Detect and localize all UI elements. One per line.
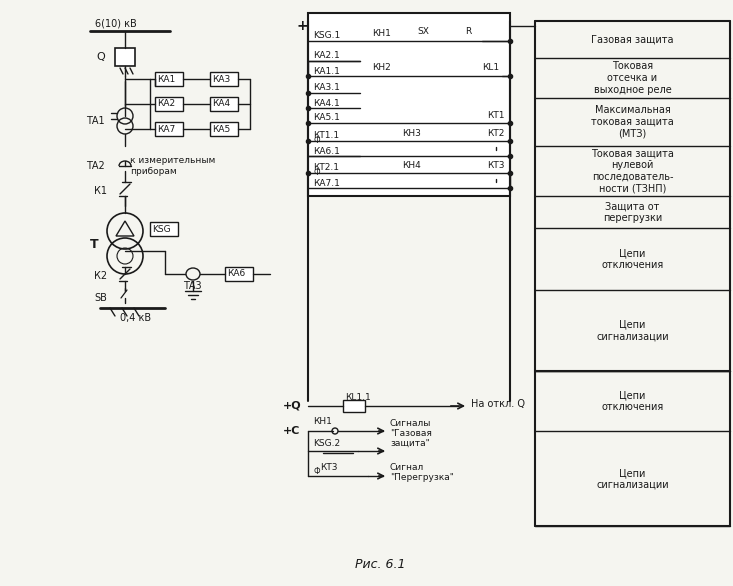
Text: ТА2: ТА2 (86, 161, 105, 171)
Bar (150, 222, 178, 236)
Text: R: R (465, 26, 471, 36)
Text: КА3: КА3 (212, 74, 230, 83)
Text: КТ1.1: КТ1.1 (313, 131, 339, 141)
Text: Цепи
отключения: Цепи отключения (601, 248, 663, 270)
Bar (400, 135, 422, 147)
Text: КТ3: КТ3 (320, 464, 337, 472)
Text: КА1: КА1 (157, 74, 175, 83)
Text: Газовая защита: Газовая защита (592, 35, 674, 45)
Bar (460, 36, 482, 46)
Bar (480, 70, 502, 82)
Bar (343, 400, 365, 412)
Bar (225, 267, 253, 281)
Text: КА3.1: КА3.1 (313, 83, 340, 93)
Text: Q: Q (96, 52, 105, 62)
Text: "Газовая: "Газовая (390, 428, 432, 438)
Text: КА6: КА6 (227, 270, 246, 278)
Text: КН2: КН2 (372, 63, 391, 73)
Bar (370, 35, 392, 47)
Text: КА5.1: КА5.1 (313, 114, 340, 122)
Text: КН4: КН4 (402, 161, 421, 169)
Text: К1: К1 (94, 186, 107, 196)
Bar (210, 122, 238, 136)
Text: Рис. 6.1: Рис. 6.1 (355, 557, 405, 571)
Bar (485, 167, 507, 179)
Text: Токовая защита
нулевой
последователь-
ности (ТЗНП): Токовая защита нулевой последователь- но… (591, 149, 674, 193)
Text: Максимальная
токовая защита
(МТЗ): Максимальная токовая защита (МТЗ) (591, 105, 674, 139)
Text: Т: Т (90, 237, 99, 250)
Bar (115, 48, 135, 66)
Text: +: + (296, 19, 308, 33)
Bar (485, 135, 507, 147)
Text: +C: +C (283, 426, 301, 436)
Text: "Перегрузка": "Перегрузка" (390, 473, 454, 482)
Text: КН3: КН3 (402, 128, 421, 138)
Text: Цепи
сигнализации: Цепи сигнализации (596, 468, 668, 490)
Text: ТА3: ТА3 (183, 281, 202, 291)
Text: КА2: КА2 (157, 100, 175, 108)
Text: КТ3: КТ3 (487, 161, 504, 169)
Text: КА4.1: КА4.1 (313, 98, 340, 107)
Text: КТ1: КТ1 (487, 111, 504, 120)
Text: КL1: КL1 (482, 63, 499, 73)
Text: КА5: КА5 (212, 124, 230, 134)
Text: На откл. Q: На откл. Q (471, 399, 525, 409)
Text: КТ2.1: КТ2.1 (313, 163, 339, 172)
Text: SX: SX (417, 26, 429, 36)
Bar (210, 72, 238, 86)
Text: SB: SB (94, 293, 107, 303)
Text: КА7.1: КА7.1 (313, 179, 340, 188)
Text: +Q: +Q (283, 401, 301, 411)
Bar (485, 117, 507, 129)
Text: Токовая
отсечка и
выходное реле: Токовая отсечка и выходное реле (594, 62, 671, 94)
Bar (210, 97, 238, 111)
Bar (155, 97, 183, 111)
Text: КL1.1: КL1.1 (345, 394, 371, 403)
Bar (415, 33, 440, 49)
Text: KSG.2: KSG.2 (313, 438, 340, 448)
Bar (155, 122, 183, 136)
Text: Ф: Ф (313, 136, 320, 145)
Text: 0,4 кВ: 0,4 кВ (120, 313, 151, 323)
Text: Сигнал: Сигнал (390, 464, 424, 472)
Bar (370, 70, 392, 82)
Text: Защита от
перегрузки: Защита от перегрузки (603, 201, 662, 223)
Text: Цепи
отключения: Цепи отключения (601, 390, 663, 412)
Text: КТ2: КТ2 (487, 128, 504, 138)
Text: ТА1: ТА1 (86, 116, 105, 126)
Text: КН1: КН1 (313, 417, 332, 425)
Text: Цепи
сигнализации: Цепи сигнализации (596, 320, 668, 341)
Text: КА2.1: КА2.1 (313, 52, 340, 60)
Text: KSG: KSG (152, 224, 171, 233)
Text: КА1.1: КА1.1 (313, 66, 340, 76)
Text: KSG.1: KSG.1 (313, 30, 340, 39)
Text: КА7: КА7 (157, 124, 175, 134)
Text: 6(10) кВ: 6(10) кВ (95, 18, 137, 28)
Text: Ф: Ф (313, 467, 320, 476)
Text: Ф: Ф (313, 168, 320, 177)
Bar (155, 72, 183, 86)
Text: Сигналы: Сигналы (390, 418, 432, 428)
Text: КА4: КА4 (212, 100, 230, 108)
Bar (308, 13, 510, 196)
Text: защита": защита" (390, 438, 430, 448)
Text: КН1: КН1 (372, 29, 391, 38)
Text: КА6.1: КА6.1 (313, 146, 340, 155)
Text: к измерительным
приборам: к измерительным приборам (130, 156, 216, 176)
Text: К2: К2 (94, 271, 107, 281)
Bar (400, 167, 422, 179)
